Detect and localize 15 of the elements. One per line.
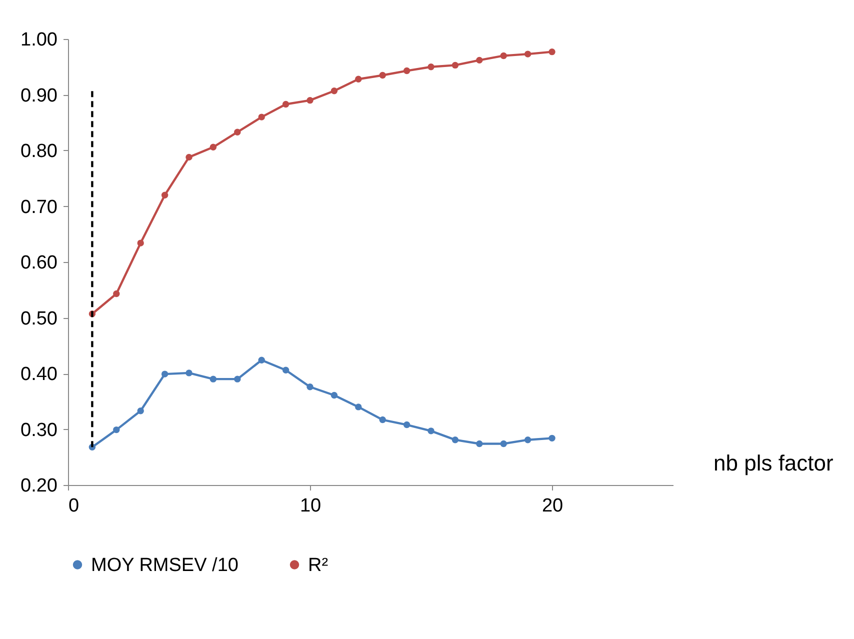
- y-tick-label: 0.90: [20, 85, 58, 106]
- legend-label: MOY RMSEV /10: [91, 554, 238, 576]
- y-tick-label: 0.80: [20, 141, 58, 162]
- y-tick-label: 0.40: [20, 364, 58, 385]
- x-tick-label: 10: [300, 496, 322, 516]
- legend-label: R²: [308, 554, 328, 576]
- x-axis-title: nb pls factor: [714, 450, 834, 476]
- y-tick-label: 0.20: [20, 476, 58, 496]
- y-tick-label: 1.00: [20, 30, 58, 50]
- y-tick-label: 0.60: [20, 252, 58, 274]
- x-tick-label: 20: [542, 496, 564, 516]
- x-tick-label: 0: [68, 496, 80, 516]
- y-tick-label: 0.30: [20, 420, 58, 441]
- y-tick-label: 0.70: [20, 196, 58, 218]
- y-tick-label: 0.50: [20, 308, 58, 330]
